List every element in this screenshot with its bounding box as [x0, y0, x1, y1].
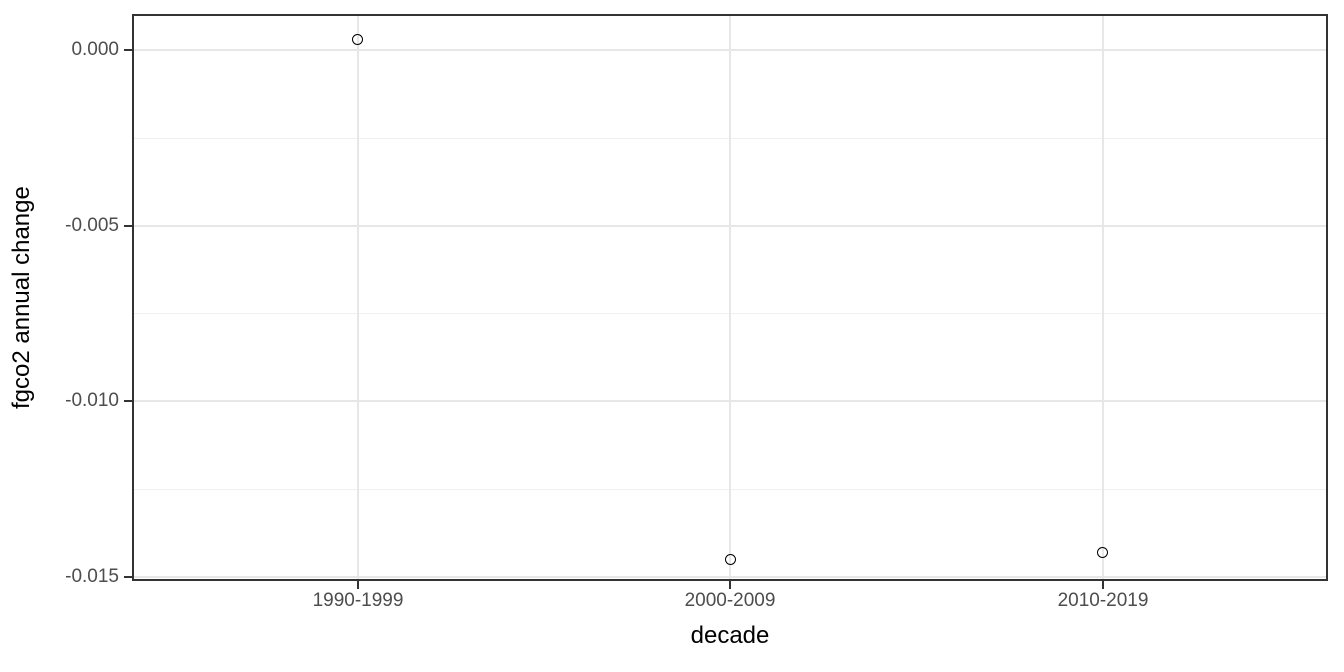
y-tick-label: 0.000 [71, 39, 119, 60]
data-point [724, 553, 736, 565]
x-tick-label: 2010-2019 [1057, 590, 1149, 611]
x-tick-label: 2000-2009 [684, 590, 776, 611]
y-axis-title: fgco2 annual change [8, 186, 35, 409]
x-axis-title: decade [690, 622, 770, 649]
x-tick-mark [1102, 581, 1104, 589]
y-tick-mark [124, 225, 132, 227]
y-tick-mark [124, 400, 132, 402]
x-tick-label: 1990-1999 [312, 590, 404, 611]
gridline-major-v [357, 16, 359, 579]
gridlines-layer [134, 16, 1326, 579]
data-point [1097, 546, 1108, 558]
gridline-major-v [729, 16, 731, 579]
y-tick-mark [124, 576, 132, 578]
y-tick-label: -0.010 [65, 390, 119, 411]
plot-panel [132, 14, 1328, 581]
y-tick-label: -0.005 [65, 215, 119, 236]
x-tick-mark [729, 581, 731, 589]
points-layer [134, 16, 1326, 579]
y-tick-mark [124, 49, 132, 51]
gridline-major-v [1102, 16, 1104, 579]
y-tick-label: -0.015 [65, 566, 119, 587]
x-tick-mark [357, 581, 359, 589]
data-point [352, 34, 363, 46]
